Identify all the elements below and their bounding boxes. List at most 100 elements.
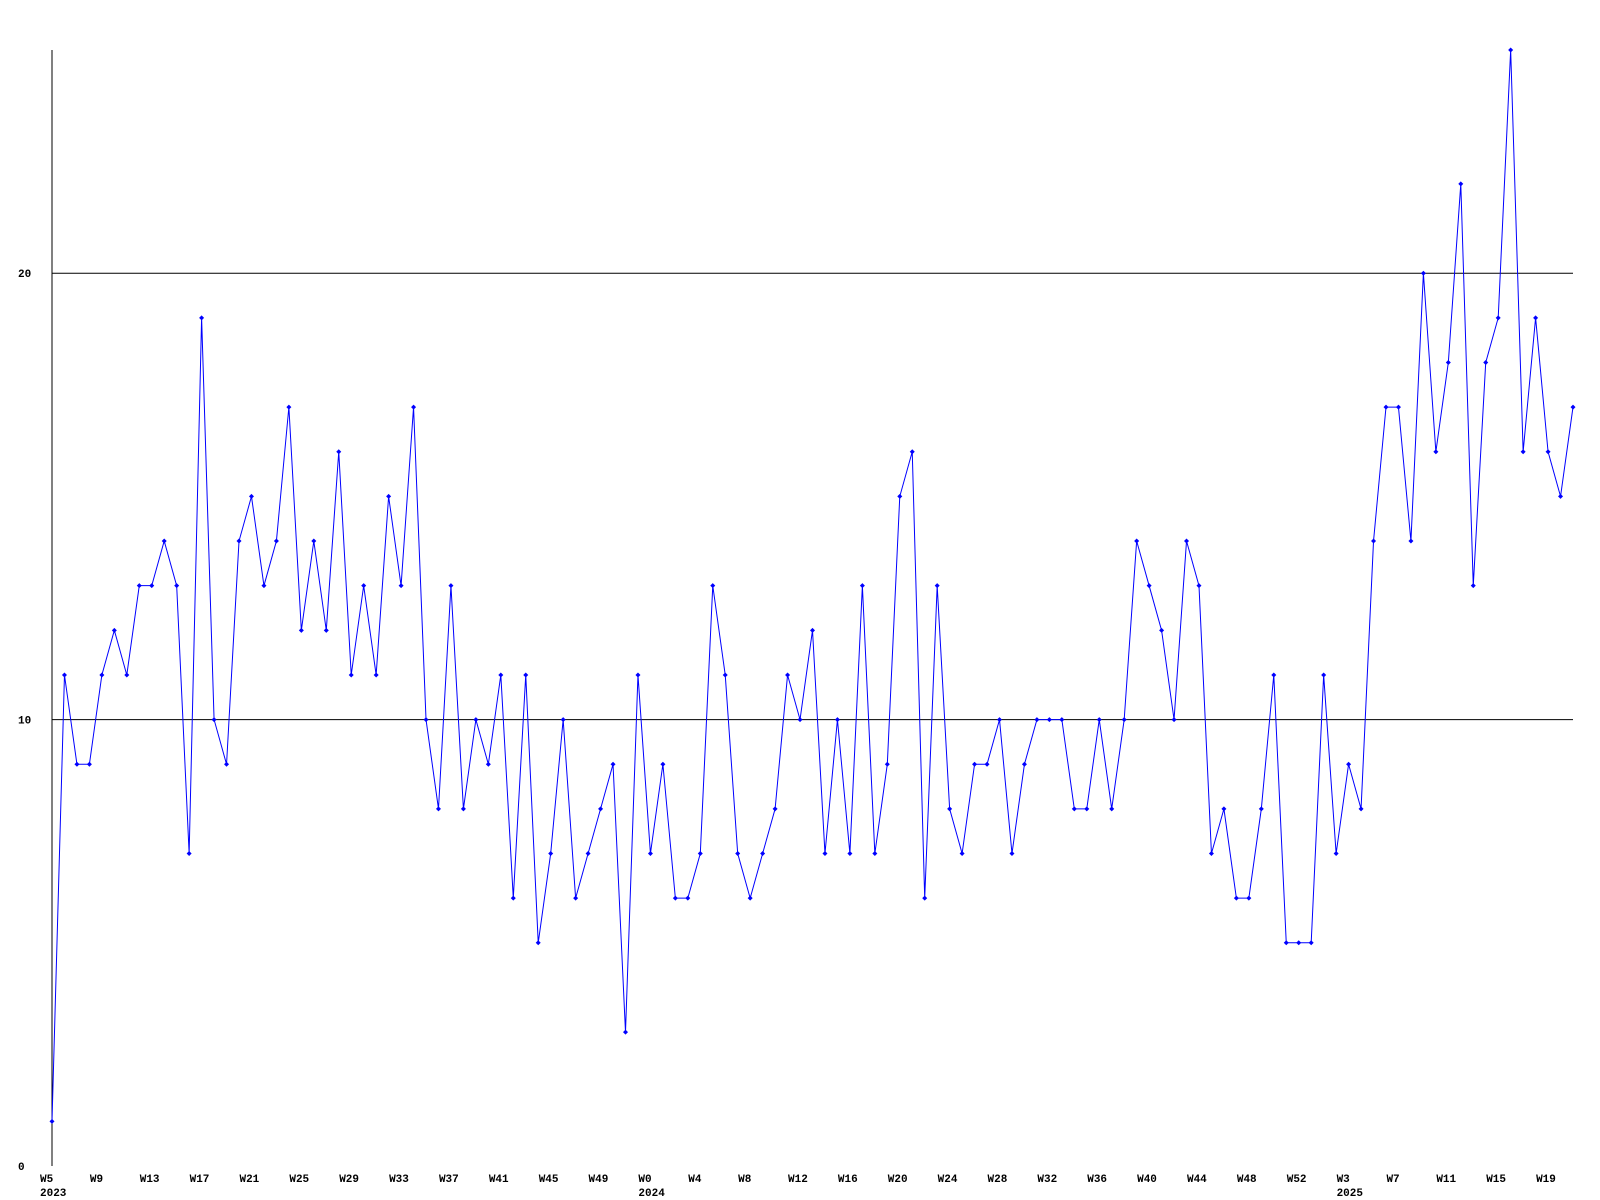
data-point (199, 315, 205, 321)
data-point (685, 895, 691, 901)
data-point (1283, 940, 1289, 946)
data-point (672, 895, 678, 901)
data-point (797, 717, 803, 723)
data-point (1371, 538, 1377, 544)
data-point (1246, 895, 1252, 901)
data-point (984, 761, 990, 767)
data-point (248, 493, 254, 499)
data-point (1520, 449, 1526, 455)
data-point (211, 717, 217, 723)
data-point (1221, 806, 1227, 812)
data-point (423, 717, 429, 723)
x-tick-label: W24 (938, 1174, 958, 1186)
data-point (1445, 359, 1451, 365)
data-point (598, 806, 604, 812)
data-point (373, 672, 379, 678)
data-point (111, 627, 117, 633)
data-point (1308, 940, 1314, 946)
data-point (411, 404, 417, 410)
data-point (722, 672, 728, 678)
data-point (1084, 806, 1090, 812)
data-point (1408, 538, 1414, 544)
data-point (1433, 449, 1439, 455)
x-tick-label: W5 (40, 1174, 54, 1186)
data-point (1258, 806, 1264, 812)
data-point (647, 851, 653, 857)
series-line (51, 49, 1574, 1122)
data-point (972, 761, 978, 767)
data-point (1333, 851, 1339, 857)
x-tick-label: W40 (1137, 1174, 1157, 1186)
data-point (660, 761, 666, 767)
data-point (336, 449, 342, 455)
data-point (1059, 717, 1065, 723)
data-point (810, 627, 815, 633)
data-point (834, 717, 840, 723)
data-point (747, 895, 753, 901)
data-point (1358, 806, 1364, 812)
data-point (186, 851, 192, 857)
x-tick-label: W37 (439, 1174, 459, 1186)
data-point (298, 627, 304, 633)
y-tick-label: 10 (18, 716, 31, 728)
data-point (1196, 583, 1202, 589)
data-point (635, 672, 641, 678)
data-point (49, 1118, 55, 1124)
data-point (1395, 404, 1401, 410)
data-point (485, 761, 491, 767)
data-point (1296, 940, 1302, 946)
y-tick-label: 20 (18, 269, 31, 281)
data-point (1021, 761, 1027, 767)
data-point (1558, 493, 1564, 499)
data-point (735, 851, 741, 857)
data-point (311, 538, 317, 544)
data-point (1071, 806, 1077, 812)
data-point (1570, 404, 1576, 410)
data-point (847, 851, 853, 857)
data-point (1321, 672, 1327, 678)
x-tick-label: W49 (589, 1174, 609, 1186)
x-tick-label: W45 (539, 1174, 559, 1186)
data-point (1470, 583, 1476, 589)
x-tick-label: W3 (1337, 1174, 1351, 1186)
x-tick-label: W41 (489, 1174, 509, 1186)
x-tick-label: W8 (738, 1174, 752, 1186)
data-point (1458, 181, 1464, 187)
data-point (386, 493, 392, 499)
data-point (99, 672, 105, 678)
x-tick-label: W52 (1287, 1174, 1307, 1186)
data-point (1184, 538, 1190, 544)
x-tick-label: W4 (688, 1174, 702, 1186)
data-point (859, 583, 865, 589)
data-point (1121, 717, 1127, 723)
data-point (273, 538, 279, 544)
data-point (61, 672, 67, 678)
data-point (1109, 806, 1115, 812)
data-point (348, 672, 354, 678)
x-year-label: 2023 (40, 1188, 67, 1200)
data-point (1146, 583, 1152, 589)
y-tick-label: 0 (18, 1162, 25, 1174)
data-point (149, 583, 155, 589)
data-point (884, 761, 890, 767)
data-point (448, 583, 454, 589)
data-point (1346, 761, 1352, 767)
data-point (1383, 404, 1389, 410)
x-tick-label: W33 (389, 1174, 409, 1186)
x-tick-label: W20 (888, 1174, 908, 1186)
x-tick-label: W9 (90, 1174, 103, 1186)
x-tick-label: W7 (1386, 1174, 1399, 1186)
data-point (435, 806, 441, 812)
x-tick-label: W12 (788, 1174, 808, 1186)
data-point (1159, 627, 1165, 633)
x-tick-label: W15 (1486, 1174, 1506, 1186)
x-tick-label: W36 (1087, 1174, 1107, 1186)
data-point (1508, 47, 1514, 53)
data-point (1009, 851, 1015, 857)
data-point (872, 851, 878, 857)
data-point (161, 538, 167, 544)
data-point (361, 583, 367, 589)
data-point (136, 583, 142, 589)
data-point (498, 672, 504, 678)
